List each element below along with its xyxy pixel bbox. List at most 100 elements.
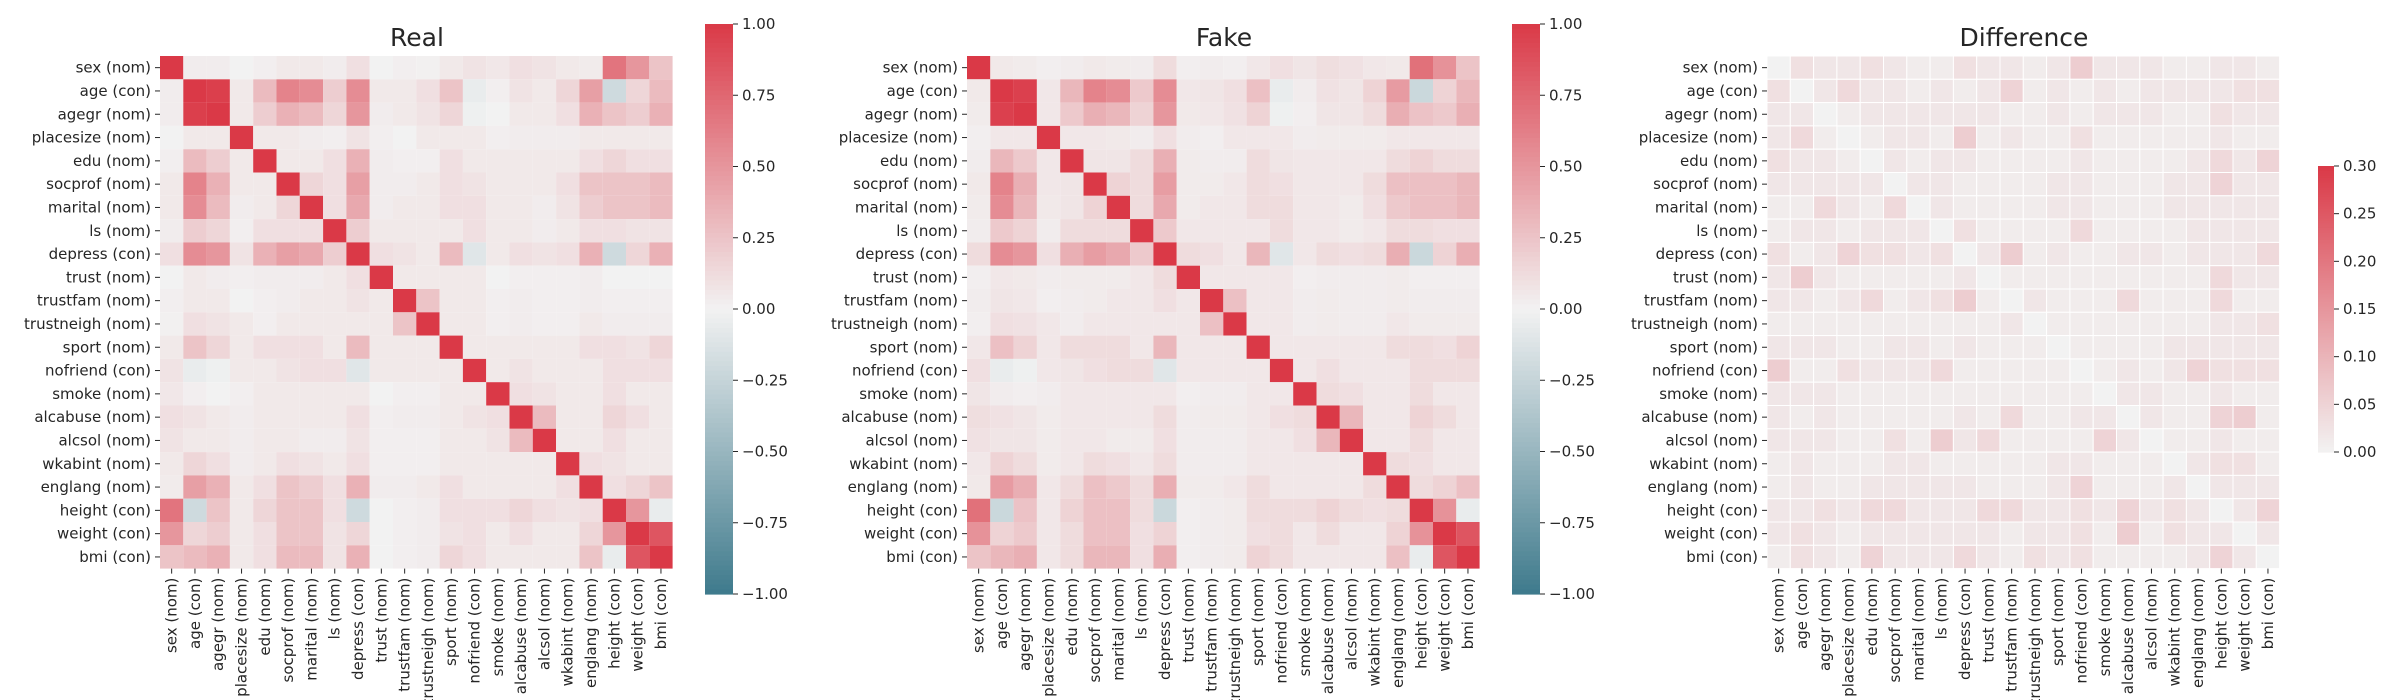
heatmap-cell	[1106, 265, 1131, 289]
colorbar-swatch	[2318, 318, 2334, 322]
colorbar-swatch	[2318, 297, 2334, 301]
heatmap-cell	[1083, 125, 1107, 150]
heatmap-cell	[206, 312, 230, 336]
column-label: agegr (nom)	[1016, 578, 1034, 671]
heatmap-cell	[183, 545, 207, 569]
heatmap-cell	[1952, 78, 1978, 104]
heatmap-cell	[579, 195, 603, 220]
heatmap-cell	[1153, 498, 1177, 522]
heatmap-cell	[1813, 148, 1838, 173]
column-label: height (con)	[2212, 578, 2230, 669]
heatmap-cell	[649, 79, 673, 103]
colorbar-swatch	[705, 418, 733, 424]
heatmap-cell	[323, 195, 347, 220]
colorbar-swatch	[2318, 339, 2334, 343]
heatmap-cell	[276, 428, 300, 453]
heatmap-cell	[626, 56, 650, 80]
heatmap-cell	[229, 545, 254, 569]
heatmap-cell	[1130, 498, 1154, 522]
column-label: trust (nom)	[1179, 578, 1197, 663]
heatmap-cell	[2232, 521, 2257, 546]
colorbar-swatch	[2318, 366, 2334, 370]
heatmap-cell	[1766, 405, 1791, 430]
heatmap-cell	[579, 358, 603, 383]
heatmap-cell	[299, 195, 324, 220]
colorbar-swatch	[705, 380, 733, 386]
heatmap-cell	[626, 428, 650, 453]
heatmap-cell	[2185, 148, 2211, 173]
heatmap-cell	[253, 358, 277, 383]
heatmap-cell	[649, 358, 673, 383]
heatmap-cell	[183, 102, 207, 126]
colorbar-swatch	[705, 38, 733, 44]
heatmap-cell	[1363, 475, 1387, 499]
heatmap-cell	[253, 335, 277, 359]
colorbar-swatch	[1512, 418, 1540, 424]
heatmap-cell	[1836, 358, 1861, 383]
heatmap-cell	[369, 56, 393, 80]
heatmap-cell	[1363, 312, 1387, 336]
colorbar-swatch	[1512, 537, 1540, 543]
heatmap-cell	[299, 475, 324, 499]
heatmap-cell	[2046, 288, 2071, 313]
heatmap-cell	[649, 125, 673, 150]
colorbar-swatch	[2318, 306, 2334, 310]
heatmap-cell	[1036, 102, 1061, 126]
colorbar-swatch	[705, 537, 733, 543]
heatmap-cell	[369, 79, 393, 103]
heatmap-cell	[1246, 79, 1270, 103]
heatmap-cell	[2255, 521, 2281, 546]
colorbar-swatch	[1512, 242, 1540, 248]
heatmap-cell	[1293, 195, 1317, 220]
heatmap-cell	[416, 475, 440, 499]
heatmap-cell	[1223, 358, 1247, 383]
heatmap-cell	[2022, 148, 2048, 173]
heatmap-cell	[990, 219, 1014, 243]
heatmap-cell	[967, 289, 991, 313]
heatmap-cell	[990, 405, 1014, 429]
heatmap-cell	[1433, 219, 1457, 243]
heatmap-cell	[1976, 521, 2001, 546]
heatmap-cell	[1293, 382, 1317, 406]
heatmap-cell	[1200, 475, 1224, 499]
heatmap-cell	[1976, 78, 2001, 104]
heatmap-cell	[2092, 265, 2117, 290]
colorbar-swatch	[1512, 499, 1540, 505]
heatmap-cell	[1952, 521, 1978, 546]
colorbar-swatch	[2318, 266, 2334, 270]
colorbar-swatch	[2318, 258, 2334, 262]
heatmap-cell	[416, 195, 440, 220]
colorbar-swatch	[705, 560, 733, 567]
heatmap-cell	[1433, 358, 1457, 383]
heatmap-cell	[2162, 451, 2187, 476]
heatmap-cell	[1456, 545, 1480, 569]
column-label: alcsol (nom)	[535, 578, 553, 671]
heatmap-cell	[229, 335, 254, 359]
heatmap-cell	[1999, 521, 2024, 546]
heatmap-cell	[160, 498, 184, 522]
heatmap-cell	[556, 172, 580, 196]
heatmap-cell	[556, 452, 580, 476]
column-labels: sex (nom) age (con) agegr (nom) placesize (…	[970, 568, 1477, 700]
heatmap-cell	[2185, 544, 2211, 570]
heatmap-cell	[2116, 428, 2141, 453]
heatmap-cell	[1013, 219, 1037, 243]
heatmap-cell	[1363, 545, 1387, 569]
heatmap-cell	[1316, 312, 1340, 336]
heatmap-cell	[2092, 195, 2117, 220]
heatmap-cell	[602, 242, 626, 266]
heatmap-cell	[532, 149, 557, 173]
panel-title: Difference	[1960, 23, 2089, 52]
heatmap-cell	[1859, 172, 1884, 197]
heatmap-cell	[1883, 381, 1908, 407]
heatmap-cell	[2185, 358, 2211, 383]
heatmap-cell	[626, 522, 650, 546]
heatmap-cell	[2139, 405, 2164, 430]
heatmap-cell	[2046, 521, 2071, 546]
heatmap-cell	[579, 452, 603, 476]
heatmap-cell	[1060, 102, 1084, 126]
colorbar-swatch	[2318, 313, 2334, 317]
heatmap-cell	[990, 79, 1014, 103]
heatmap-cell	[1859, 78, 1884, 104]
